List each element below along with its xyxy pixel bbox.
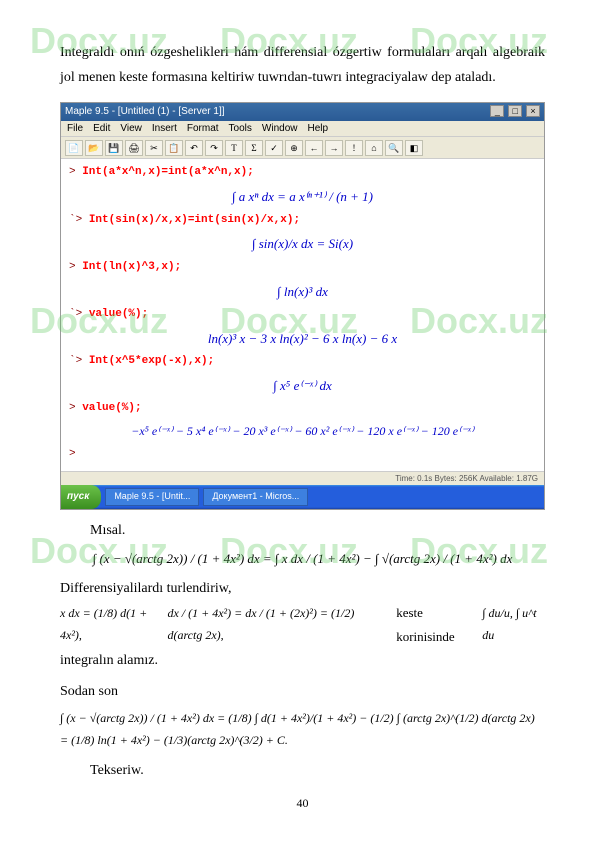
maple-output: ∫ sin(x)/x dx = Si(x): [69, 230, 536, 257]
maple-output: ∫ a xⁿ dx = a x⁽ⁿ⁺¹⁾ / (n + 1): [69, 183, 536, 210]
maple-input: Int(ln(x)^3,x);: [82, 261, 181, 273]
maple-output: ∫ x⁵ e⁽⁻ˣ⁾ dx: [69, 372, 536, 399]
window-controls: _ □ ×: [489, 103, 540, 121]
window-titlebar: Maple 9.5 - [Untitled (1) - [Server 1]] …: [61, 103, 544, 121]
formula: ∫ (x − √(arctg 2x)) / (1 + 4x²) dx = ∫ x…: [60, 547, 545, 570]
toolbar-button[interactable]: ◧: [405, 140, 423, 156]
maple-output: ∫ ln(x)³ dx: [69, 278, 536, 305]
toolbar-button[interactable]: ⊕: [285, 140, 303, 156]
toolbar-button[interactable]: ✓: [265, 140, 283, 156]
maple-output: −x⁵ e⁽⁻ˣ⁾ − 5 x⁴ e⁽⁻ˣ⁾ − 20 x³ e⁽⁻ˣ⁾ − 6…: [69, 419, 536, 445]
taskbar-item[interactable]: Maple 9.5 - [Untit...: [105, 488, 199, 506]
toolbar-button[interactable]: ←: [305, 140, 323, 156]
maple-worksheet: > Int(a*x^n,x)=int(a*x^n,x); ∫ a xⁿ dx =…: [61, 159, 544, 470]
menu-view[interactable]: View: [120, 120, 142, 138]
intro-paragraph: Integraldı onıń ózgeshelikleri hám diffe…: [60, 40, 545, 90]
menu-insert[interactable]: Insert: [152, 120, 177, 138]
window-title: Maple 9.5 - [Untitled (1) - [Server 1]]: [65, 103, 225, 121]
toolbar-button[interactable]: ↷: [205, 140, 223, 156]
toolbar-button[interactable]: Σ: [245, 140, 263, 156]
close-button[interactable]: ×: [526, 105, 540, 117]
toolbar-button[interactable]: 🔍: [385, 140, 403, 156]
taskbar: пуск Maple 9.5 - [Untit... Документ1 - M…: [61, 485, 544, 509]
formula: x dx = (1/8) d(1 + 4x²),: [60, 603, 161, 646]
maximize-button[interactable]: □: [508, 105, 522, 117]
start-button[interactable]: пуск: [61, 485, 101, 509]
menu-help[interactable]: Help: [307, 120, 328, 138]
page-number: 40: [60, 793, 545, 815]
maple-screenshot: Maple 9.5 - [Untitled (1) - [Server 1]] …: [60, 102, 545, 509]
toolbar-button[interactable]: T: [225, 140, 243, 156]
maple-input: Int(x^5*exp(-x),x);: [89, 355, 214, 367]
menu-edit[interactable]: Edit: [93, 120, 110, 138]
toolbar-button[interactable]: 💾: [105, 140, 123, 156]
menu-file[interactable]: File: [67, 120, 83, 138]
toolbar-button[interactable]: 📄: [65, 140, 83, 156]
menu-tools[interactable]: Tools: [229, 120, 252, 138]
maple-input: Int(sin(x)/x,x)=int(sin(x)/x,x);: [89, 214, 300, 226]
toolbar-button[interactable]: ✂: [145, 140, 163, 156]
maple-output: ln(x)³ x − 3 x ln(x)² − 6 x ln(x) − 6 x: [69, 325, 536, 352]
misal-heading: Mısal.: [90, 518, 545, 543]
formula: ∫ (x − √(arctg 2x)) / (1 + 4x²) dx = (1/…: [60, 708, 545, 751]
diff-label: Differensiyalilardı turlendiriw,: [60, 576, 545, 601]
toolbar-button[interactable]: ↶: [185, 140, 203, 156]
keste-label: keste korinisinde: [396, 601, 476, 648]
statusbar: Time: 0.1s Bytes: 256K Available: 1.87G: [61, 471, 544, 485]
tekseriw-label: Tekseriw.: [90, 758, 545, 783]
formula: dx / (1 + 4x²) = dx / (1 + (2x)²) = (1/2…: [167, 603, 390, 646]
sodan-label: Sodan son: [60, 679, 545, 704]
toolbar-button[interactable]: 📋: [165, 140, 183, 156]
minimize-button[interactable]: _: [490, 105, 504, 117]
taskbar-item[interactable]: Документ1 - Micros...: [203, 488, 308, 506]
menubar: File Edit View Insert Format Tools Windo…: [61, 121, 544, 137]
toolbar: 📄 📂 💾 🖨 ✂ 📋 ↶ ↷ T Σ ✓ ⊕ ← → ! ⌂ 🔍 ◧: [61, 137, 544, 159]
maple-input: value(%);: [82, 402, 141, 414]
maple-input: value(%);: [89, 308, 148, 320]
toolbar-button[interactable]: ⌂: [365, 140, 383, 156]
toolbar-button[interactable]: 📂: [85, 140, 103, 156]
integral-label: integralın alamız.: [60, 648, 545, 673]
toolbar-button[interactable]: !: [345, 140, 363, 156]
toolbar-button[interactable]: →: [325, 140, 343, 156]
menu-format[interactable]: Format: [187, 120, 219, 138]
formula: ∫ du/u, ∫ u^t du: [482, 603, 545, 646]
toolbar-button[interactable]: 🖨: [125, 140, 143, 156]
maple-input: Int(a*x^n,x)=int(a*x^n,x);: [82, 166, 254, 178]
menu-window[interactable]: Window: [262, 120, 298, 138]
